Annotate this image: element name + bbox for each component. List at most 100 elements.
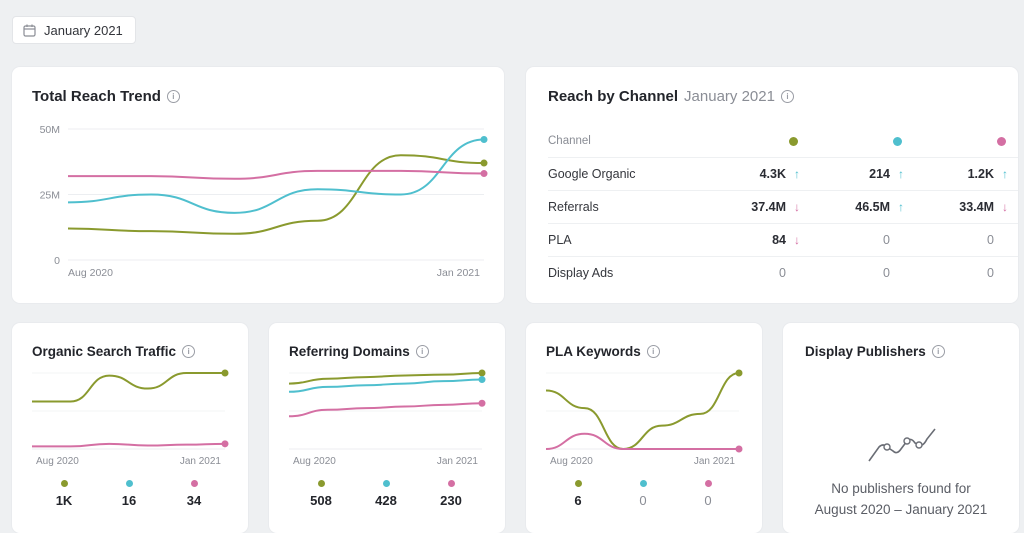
series-end-point[interactable] bbox=[735, 369, 743, 377]
calendar-icon bbox=[23, 24, 36, 37]
legend-dot bbox=[704, 480, 712, 487]
total-reach-card: Total Reach Trend i 50M 25M 0 Aug 2020 Jan 2… bbox=[12, 67, 504, 303]
table-row: Display Ads 0 0 0 bbox=[548, 257, 1018, 289]
legend-dot-green bbox=[789, 136, 798, 146]
date-picker[interactable]: January 2021 bbox=[12, 16, 136, 44]
value-text: 84 bbox=[772, 233, 786, 247]
reach-by-channel-card: Reach by Channel January 2021 i Channel … bbox=[526, 67, 1018, 303]
channel-name: Google Organic bbox=[548, 167, 636, 181]
stat-value: 0 bbox=[704, 493, 712, 508]
stat-value: 16 bbox=[121, 493, 137, 508]
display-publishers-card: Display Publishers i No publishers found… bbox=[783, 323, 1019, 533]
info-icon[interactable]: i bbox=[166, 90, 180, 103]
legend-dot-pink bbox=[997, 136, 1006, 146]
channel-value: 214 ↑ bbox=[802, 167, 906, 181]
stat-item: 6 bbox=[558, 480, 598, 508]
y-tick-label: 0 bbox=[54, 255, 60, 267]
channel-title: Reach by Channel bbox=[548, 88, 679, 105]
series-end-point[interactable] bbox=[480, 170, 488, 178]
series-end-point[interactable] bbox=[221, 440, 229, 448]
stat-value: 0 bbox=[639, 493, 647, 508]
channel-value: 0 bbox=[906, 266, 1010, 280]
y-tick-label: 50M bbox=[40, 124, 60, 136]
legend-dot bbox=[190, 480, 198, 487]
channel-value: 0 bbox=[802, 266, 906, 280]
value-text: 1.2K bbox=[967, 167, 994, 181]
value-text: 0 bbox=[779, 266, 786, 280]
date-picker-label: January 2021 bbox=[44, 22, 123, 38]
series-end-point[interactable] bbox=[480, 159, 488, 167]
stat-item: 230 bbox=[431, 480, 471, 508]
organic-search-stats: 1K 16 34 bbox=[44, 480, 214, 508]
channel-value: 0 bbox=[698, 266, 802, 280]
channel-value: 84 ↓ bbox=[698, 233, 802, 247]
table-header: Channel bbox=[548, 125, 1018, 158]
column-header-pink bbox=[906, 136, 1010, 146]
series-end-point[interactable] bbox=[478, 369, 486, 377]
x-tick-label: Aug 2020 bbox=[550, 456, 593, 467]
column-header-blue bbox=[802, 136, 906, 146]
y-tick-label: 25M bbox=[40, 190, 60, 202]
organic-search-card: Organic Search Traffic i Aug 2020 Jan 202… bbox=[12, 323, 248, 533]
value-text: 37.4M bbox=[751, 200, 786, 214]
value-text: 0 bbox=[883, 233, 890, 247]
stat-value: 34 bbox=[186, 493, 202, 508]
info-icon[interactable]: i bbox=[415, 345, 429, 358]
channel-value: 33.4M ↓ bbox=[906, 200, 1010, 214]
series-line bbox=[67, 138, 485, 214]
x-tick-label: Jan 2021 bbox=[180, 456, 222, 467]
series-line bbox=[288, 372, 483, 385]
info-icon[interactable]: i bbox=[646, 345, 660, 358]
total-reach-chart: 50M 25M 0 Aug 2020 Jan 2021 bbox=[40, 124, 488, 279]
referring-domains-title: Referring Domains bbox=[289, 344, 410, 359]
stat-item: 1K bbox=[44, 480, 84, 508]
stat-item: 0 bbox=[623, 480, 663, 508]
value-text: 0 bbox=[987, 266, 994, 280]
info-icon[interactable]: i bbox=[182, 345, 196, 358]
series-end-point[interactable] bbox=[735, 445, 743, 453]
table-row: Google Organic 4.3K ↑ 214 ↑ 1.2K ↑ bbox=[548, 158, 1018, 191]
channel-value: 46.5M ↑ bbox=[802, 200, 906, 214]
legend-dot-blue bbox=[893, 136, 902, 146]
trend-up-icon: ↑ bbox=[898, 167, 904, 181]
legend-dot bbox=[574, 480, 582, 487]
organic-search-chart: Aug 2020 Jan 2021 bbox=[31, 369, 229, 467]
info-icon[interactable]: i bbox=[931, 345, 945, 358]
info-icon[interactable]: i bbox=[780, 90, 794, 103]
pla-keywords-title: PLA Keywords bbox=[546, 344, 641, 359]
x-tick-label: Aug 2020 bbox=[36, 456, 79, 467]
series-end-point[interactable] bbox=[478, 376, 486, 384]
trend-down-icon: ↓ bbox=[794, 200, 800, 214]
stat-value: 508 bbox=[310, 493, 332, 508]
legend-dot bbox=[639, 480, 647, 487]
referring-domains-stats: 508 428 230 bbox=[301, 480, 471, 508]
stat-item: 428 bbox=[366, 480, 406, 508]
total-reach-title: Total Reach Trend bbox=[32, 88, 161, 105]
stat-value: 6 bbox=[574, 493, 582, 508]
pla-keywords-chart: Aug 2020 Jan 2021 bbox=[545, 369, 743, 467]
stat-value: 1K bbox=[55, 493, 73, 508]
x-tick-label: Jan 2021 bbox=[437, 456, 479, 467]
channel-value: 4.3K ↑ bbox=[698, 167, 802, 181]
series-end-point[interactable] bbox=[480, 135, 488, 143]
trend-up-icon: ↑ bbox=[898, 200, 904, 214]
stat-item: 508 bbox=[301, 480, 341, 508]
series-end-point[interactable] bbox=[478, 399, 486, 407]
value-text: 33.4M bbox=[959, 200, 994, 214]
pla-keywords-card: PLA Keywords i Aug 2020 Jan 2021 6 0 0 bbox=[526, 323, 762, 533]
series-line bbox=[545, 432, 739, 450]
value-text: 214 bbox=[869, 167, 890, 181]
channel-subtitle: January 2021 bbox=[684, 88, 775, 105]
series-end-point[interactable] bbox=[221, 369, 229, 377]
column-header-channel: Channel bbox=[548, 135, 591, 147]
stat-value: 428 bbox=[375, 493, 397, 508]
channel-name: Display Ads bbox=[548, 266, 614, 280]
empty-chart-icon bbox=[868, 428, 936, 462]
stat-item: 0 bbox=[688, 480, 728, 508]
x-tick-label: Aug 2020 bbox=[68, 267, 113, 279]
referring-domains-chart: Aug 2020 Jan 2021 bbox=[288, 369, 486, 467]
value-text: 46.5M bbox=[855, 200, 890, 214]
trend-up-icon: ↑ bbox=[1002, 167, 1008, 181]
x-tick-label: Jan 2021 bbox=[437, 267, 480, 279]
stat-item: 34 bbox=[174, 480, 214, 508]
